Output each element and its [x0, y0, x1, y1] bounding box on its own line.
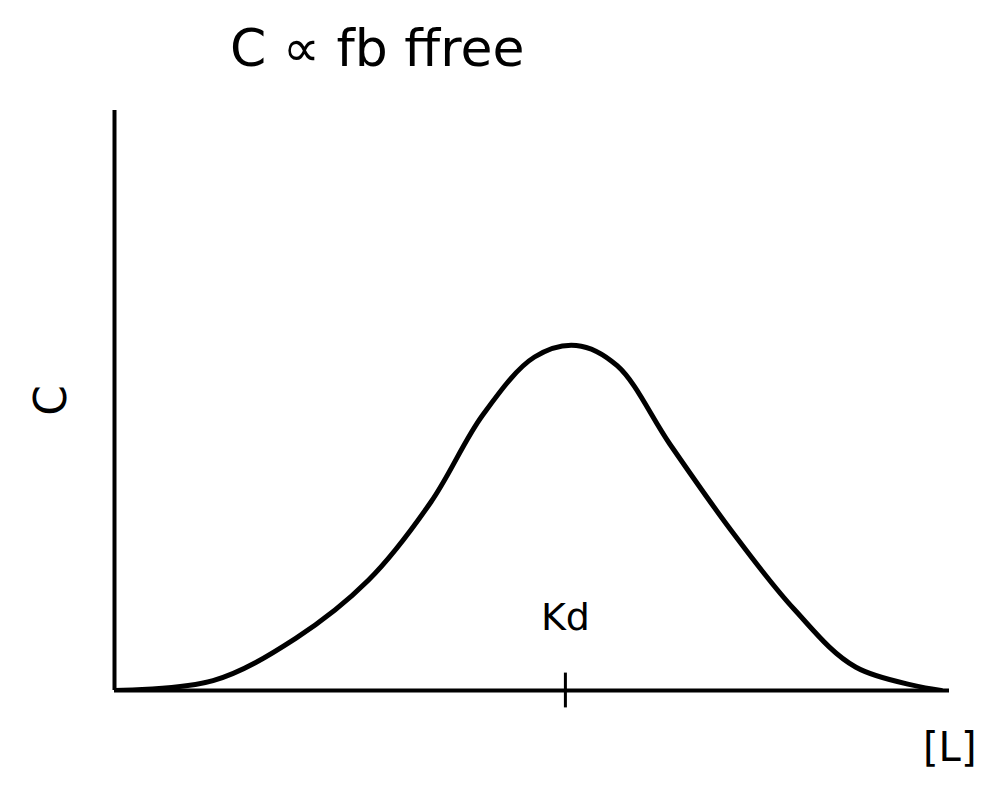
svg-text:Kd: Kd [541, 595, 590, 639]
html-text:C ∝ fb ffree: C ∝ fb ffree [230, 18, 525, 78]
svg-text:[L]: [L] [923, 724, 977, 770]
svg-text:C: C [25, 385, 76, 416]
